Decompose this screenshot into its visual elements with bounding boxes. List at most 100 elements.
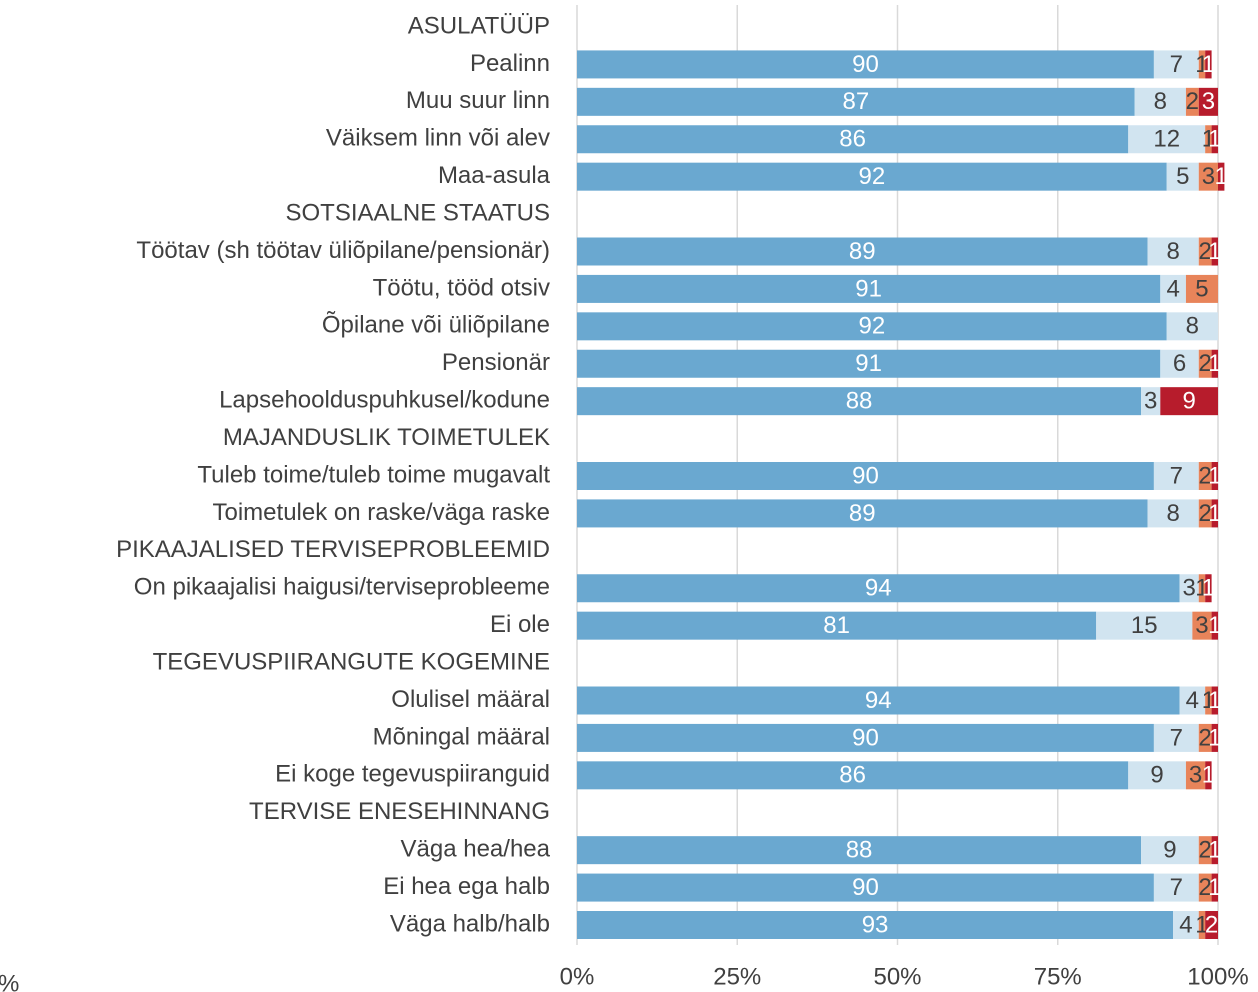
bar-segment [1160,387,1218,416]
data-label: 7 [1170,51,1183,78]
bar-segment [1179,686,1206,715]
data-label: 7 [1170,462,1183,489]
data-label: 3 [1202,163,1215,190]
bar-segment [577,312,1167,341]
x-tick-label: 75% [1034,963,1082,990]
bar-segment [1185,761,1206,790]
data-label: 7 [1170,724,1183,751]
bar-segment [1185,274,1218,303]
y-tick-label: Töötav (sh töötav üliõpilane/pensionär) [136,237,550,264]
data-label: 9 [1182,388,1195,415]
data-label: 90 [852,51,879,78]
data-label: 6 [1173,350,1186,377]
data-label: 8 [1154,88,1167,115]
bar-segment [1166,312,1218,341]
bar-segment [1141,836,1199,865]
data-label: 90 [852,724,879,751]
data-label: 1 [1208,687,1221,714]
bar-segment [1198,911,1206,939]
bar-segment [1198,574,1206,603]
data-label: 1 [1208,724,1221,751]
data-label: 81 [823,612,850,639]
bar-segment [1141,387,1161,416]
bar-segment [1198,87,1218,116]
y-tick-label: Pensionär [442,349,550,376]
bar-segment [577,611,1097,640]
data-label: 92 [859,163,886,190]
bar-segment [577,836,1142,865]
data-label: 92 [859,313,886,340]
bar-segment [577,686,1180,715]
data-label: 1 [1208,837,1221,864]
bar-segment [1211,125,1218,154]
bar-segment [1192,611,1212,640]
data-label: 4 [1186,687,1199,714]
y-tick-label: MAJANDUSLIK TOIMETULEK [223,424,550,451]
data-label: 89 [849,500,876,527]
y-tick-label: Toimetulek on raske/väga raske [213,499,551,526]
bar-segment [1198,499,1212,528]
bar-segment [577,911,1174,939]
data-label: 88 [846,837,873,864]
bar-segment [1211,873,1218,902]
x-tick-label: 0% [560,963,595,990]
y-tick-label: Töötu, tööd otsiv [373,274,550,301]
bar-segment [1153,462,1199,490]
bar-segment [1211,723,1218,752]
bar-segment [1160,274,1186,303]
y-tick-label: Pealinn [470,50,550,77]
bar-segment [1211,611,1218,640]
bar-segment [1205,125,1212,154]
bar-segment [1153,723,1199,752]
y-tick-label: Õpilane või üliõpilane [322,311,550,339]
y-tick-label: TEGEVUSPIIRANGUTE KOGEMINE [153,648,550,675]
y-tick-label: Mõningal määral [373,723,550,750]
x-tick-label: 25% [713,963,761,990]
bar-segment [577,761,1129,790]
data-label: 88 [846,388,873,415]
y-tick-label: PIKAAJALISED TERVISEPROBLEEMID [116,536,550,563]
data-label: 3 [1195,612,1208,639]
data-label: 7 [1170,874,1183,901]
data-label: 90 [852,874,879,901]
data-label: 1 [1208,462,1221,489]
bar-segment [1096,611,1193,640]
data-label: 1 [1215,163,1228,190]
bar-segment [1211,237,1218,266]
bar-segment [1198,237,1212,266]
y-tick-label: Muu suur linn [406,87,550,114]
data-label: 2 [1199,350,1212,377]
data-label: 1 [1208,612,1221,639]
data-label: 8 [1186,313,1199,340]
data-label: 3 [1182,575,1195,602]
bar-segment [1205,686,1212,715]
bar-segment [1134,87,1186,116]
bar-segment [1211,836,1218,865]
bar-segment [577,349,1161,378]
data-label: 15 [1131,612,1158,639]
data-label: 3 [1202,88,1215,115]
bar-segment [1211,499,1218,528]
data-label: 2 [1199,238,1212,265]
data-label: 2 [1199,462,1212,489]
y-tick-label: Tuleb toime/tuleb toime mugavalt [197,461,550,488]
bar-segment [1211,686,1218,715]
data-label: 8 [1166,500,1179,527]
bar-segment [577,50,1154,79]
data-label: 89 [849,238,876,265]
y-tick-label: Lapsehoolduspuhkusel/kodune [219,387,550,414]
bar-segment [1185,87,1199,116]
data-label: 1 [1208,874,1221,901]
bar-segment [577,237,1148,266]
x-tick-label: 100% [1187,963,1248,990]
bar-segment [577,274,1161,303]
x-tick-label: 50% [873,963,921,990]
data-label: 94 [865,687,892,714]
data-label: 1 [1208,126,1221,153]
bar-segment [1198,873,1212,902]
data-label: 91 [855,350,882,377]
y-tick-label: TERVISE ENESEHINNANG [249,798,550,825]
y-tick-label: Ei ole [490,611,550,638]
data-label: 86 [839,126,866,153]
